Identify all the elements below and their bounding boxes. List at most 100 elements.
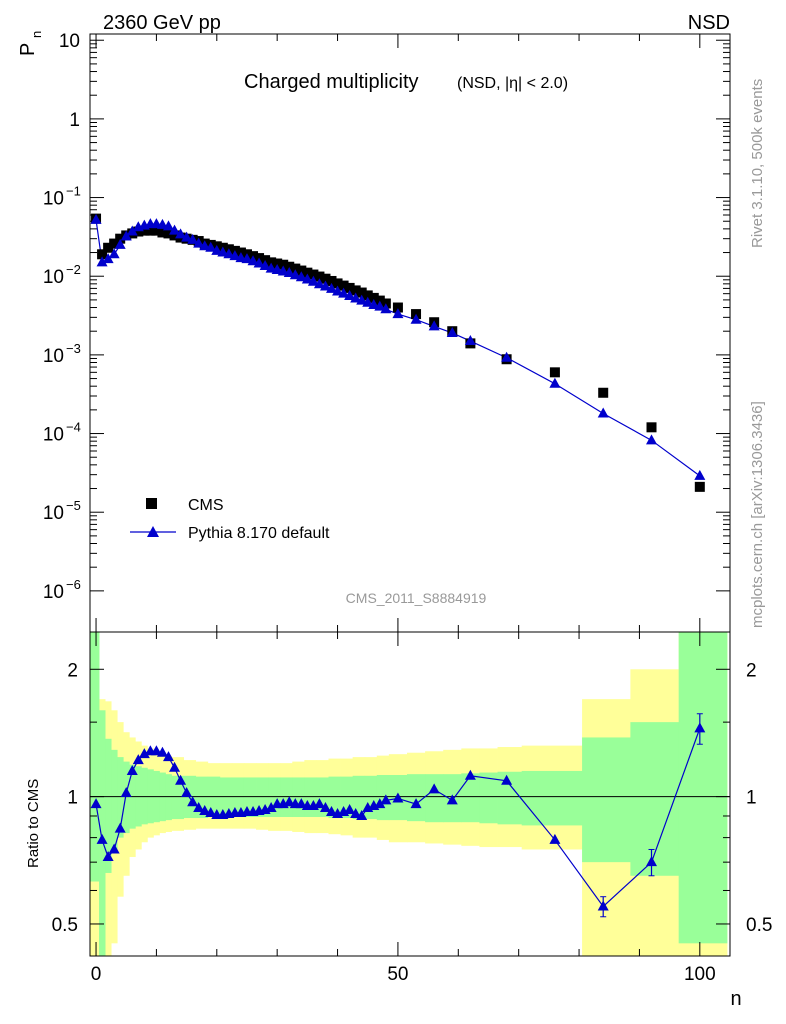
mc-point — [211, 244, 223, 255]
main-title: Charged multiplicity (NSD, |η| < 2.0) — [244, 71, 568, 93]
mc-point — [126, 225, 138, 236]
y-tick-base: 10 — [43, 346, 64, 367]
main-plot-area — [90, 213, 706, 492]
cms-point — [290, 263, 301, 274]
mc-point — [374, 300, 386, 311]
ratio-point — [295, 798, 307, 809]
cms-point — [115, 233, 126, 244]
legend-cms-marker — [146, 498, 157, 509]
mc-point — [319, 280, 331, 291]
ratio-point — [313, 798, 325, 809]
ratio-point — [410, 798, 422, 809]
y-tick-exponent: −2 — [66, 262, 81, 277]
band-inner-bin — [141, 767, 148, 825]
ratio-plot-area — [90, 632, 730, 956]
mc-point — [217, 246, 229, 257]
mc-point — [428, 320, 440, 331]
x-axis-label: n — [730, 988, 741, 1010]
mc-point — [646, 434, 658, 445]
mc-point — [229, 250, 241, 261]
cms-point — [392, 302, 403, 313]
cms-point — [157, 227, 168, 238]
mc-point — [283, 266, 295, 277]
cms-point — [350, 285, 361, 296]
y-label-sub: n — [29, 31, 44, 38]
mc-series-markers — [90, 213, 706, 480]
ratio-point — [126, 764, 138, 775]
mc-point — [108, 248, 120, 259]
main-frame — [89, 33, 731, 633]
band-inner-bin — [292, 777, 305, 818]
band-inner-bin — [678, 632, 728, 944]
band-inner-bin — [376, 774, 390, 821]
legend-mc-marker — [147, 526, 159, 537]
y-tick-exponent: −1 — [66, 184, 81, 199]
mc-point — [380, 303, 392, 314]
band-inner-bin — [364, 775, 378, 820]
ratio-point — [501, 774, 513, 785]
cms-point — [598, 387, 609, 398]
band-inner-bin — [304, 777, 317, 818]
mc-point — [120, 230, 132, 241]
cms-point — [163, 228, 174, 239]
band-inner-bin — [99, 710, 106, 956]
mc-point — [247, 255, 259, 266]
cms-point — [344, 282, 355, 293]
mc-point — [193, 237, 205, 248]
y-tick-base: 10 — [43, 582, 64, 603]
ratio-point — [392, 792, 404, 803]
ratio-point — [356, 809, 368, 820]
y-tick-base: 10 — [43, 267, 64, 288]
mc-point — [326, 282, 338, 293]
mc-point — [549, 377, 561, 388]
mc-point — [253, 257, 265, 268]
y-tick-label: 10 — [43, 425, 64, 446]
cms-point — [109, 238, 120, 249]
ratio-point — [120, 786, 132, 797]
cms-point — [284, 261, 295, 272]
band-inner-bin — [461, 773, 480, 823]
mc-point — [241, 253, 253, 264]
cms-point — [326, 275, 337, 286]
ratio-axes: 0.5 0.5 1 1 2 2 0 50 100 — [52, 632, 772, 985]
ratio-frame — [89, 631, 731, 957]
rivet-side-label: Rivet 3.1.10, 500k events — [749, 79, 766, 248]
mc-point — [181, 231, 193, 242]
mc-point — [694, 469, 706, 480]
ratio-point — [344, 803, 356, 814]
ratio-y-tick-label-right: 2 — [746, 660, 757, 681]
y-tick-base: 10 — [43, 189, 64, 210]
band-inner-bin — [165, 774, 172, 821]
mc-point — [344, 290, 356, 301]
band-inner-bin — [582, 737, 631, 863]
cms-point — [320, 273, 331, 284]
cms-point — [97, 249, 108, 260]
ratio-point — [326, 805, 338, 816]
mc-point — [307, 275, 319, 286]
y-tick-exponent: −5 — [66, 498, 81, 513]
y-tick-base: 10 — [43, 503, 64, 524]
cms-point — [133, 226, 144, 237]
mc-point — [114, 238, 126, 249]
ratio-point — [350, 807, 362, 818]
process-label: NSD — [688, 12, 730, 34]
y-tick-base: 1 — [69, 110, 80, 131]
ratio-y-tick-label: 1 — [67, 788, 78, 809]
band-inner-bin — [521, 770, 583, 826]
x-tick-label: 100 — [684, 964, 716, 985]
cms-point — [338, 280, 349, 291]
ratio-point — [162, 751, 174, 762]
ratio-point — [319, 801, 331, 812]
band-inner-bin — [630, 722, 680, 876]
ratio-point — [694, 722, 706, 733]
chart-title: Charged multiplicity — [244, 71, 419, 93]
y-tick-label: 10 — [43, 346, 64, 367]
mc-point — [169, 224, 181, 235]
mc-point — [356, 294, 368, 305]
ratio-y-tick-label-right: 0.5 — [746, 915, 772, 936]
mc-point — [259, 259, 271, 270]
cms-point — [103, 242, 114, 253]
cms-point — [646, 422, 657, 433]
y-tick-label: 10 — [59, 31, 80, 52]
